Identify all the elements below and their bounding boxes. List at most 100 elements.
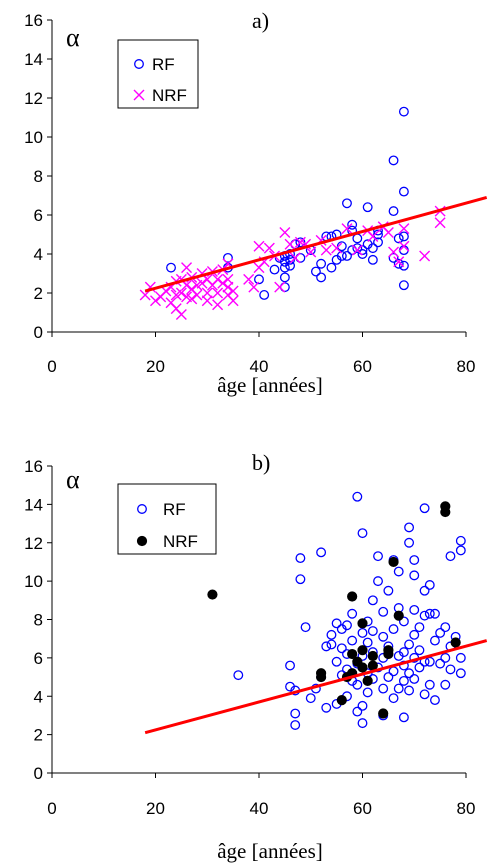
data-point-nrf (367, 230, 379, 242)
data-point-rf (357, 700, 368, 711)
data-point-rf (300, 622, 311, 633)
data-point-rf (435, 658, 446, 669)
data-point-rf (347, 635, 358, 646)
y-tick-label: 6 (34, 649, 43, 668)
data-point-nrf (201, 295, 213, 307)
data-point-rf (259, 290, 270, 300)
data-point-rf (352, 706, 363, 717)
data-point-nrf (207, 589, 218, 600)
data-point-rf (424, 679, 435, 690)
data-point-nrf (305, 246, 317, 258)
data-point-rf (383, 672, 394, 683)
y-tick-label: 14 (24, 50, 43, 69)
data-point-rf (388, 155, 399, 166)
data-point-rf (398, 231, 409, 242)
legend-box (117, 39, 199, 109)
legend-marker-nrf (136, 535, 148, 547)
data-point-rf (326, 639, 337, 650)
data-point-rf (310, 266, 321, 277)
y-axis-label: α (66, 23, 80, 52)
data-point-nrf (222, 281, 234, 293)
data-point-nrf (347, 648, 358, 660)
trend-line (144, 196, 488, 293)
data-point-rf (409, 629, 420, 640)
data-point-nrf (289, 252, 301, 264)
data-marks (139, 106, 488, 320)
data-point-rf (357, 627, 368, 638)
legend-box (117, 483, 217, 555)
legend-marker-nrf (133, 89, 145, 101)
x-tick-label: 20 (146, 799, 165, 818)
data-point-rf (404, 522, 415, 533)
x-tick-label: 20 (146, 357, 165, 376)
data-point-rf (373, 237, 383, 248)
data-point-rf (331, 618, 342, 629)
y-tick-label: 6 (34, 206, 43, 225)
y-tick-label: 12 (24, 534, 43, 553)
data-point-rf (398, 260, 409, 271)
data-marks (144, 491, 488, 735)
data-point-rf (424, 608, 435, 619)
data-point-rf (336, 250, 347, 261)
data-point-rf (409, 555, 420, 565)
data-point-rf (424, 656, 435, 667)
data-point-rf (409, 674, 420, 684)
data-point-rf (316, 272, 327, 283)
x-tick-label: 80 (457, 357, 476, 376)
data-point-rf (440, 622, 451, 633)
data-point-rf (419, 689, 430, 700)
data-point-nrf (382, 227, 394, 239)
data-point-rf (424, 580, 435, 590)
data-point-nrf (331, 242, 343, 254)
y-ticks: 0 2 4 6 8 10 12 14 16 (24, 457, 52, 783)
data-point-rf (419, 585, 430, 596)
data-point-rf (398, 280, 409, 291)
data-point-rf (398, 186, 409, 197)
data-point-rf (285, 254, 296, 265)
chart-panel-b: b) α 0 2 4 6 8 10 12 14 16 0 20 40 60 80 RF NRF âge … (24, 450, 488, 863)
data-point-nrf (341, 223, 353, 235)
y-tick-label: 4 (34, 687, 43, 706)
data-point-rf (279, 262, 290, 273)
data-point-nrf (393, 256, 405, 268)
data-point-nrf (279, 227, 291, 239)
data-point-nrf (388, 556, 399, 568)
data-point-rf (342, 250, 352, 261)
data-point-rf (430, 608, 440, 619)
legend-marker-rf (137, 504, 147, 514)
data-point-rf (352, 491, 363, 502)
x-tick-label: 80 (457, 799, 476, 818)
data-point-rf (455, 535, 466, 546)
data-point-rf (393, 258, 404, 269)
data-point-rf (367, 243, 378, 254)
data-point-nrf (243, 273, 255, 285)
data-point-nrf (175, 308, 187, 320)
data-point-nrf (393, 610, 404, 621)
data-point-rf (388, 666, 399, 677)
data-point-rf (404, 639, 415, 650)
y-tick-label: 0 (34, 764, 43, 783)
data-point-nrf (227, 285, 239, 297)
data-point-rf (321, 702, 332, 713)
trend-line (144, 639, 488, 735)
data-point-rf (398, 647, 409, 658)
data-point-rf (398, 106, 409, 117)
x-tick-label: 40 (250, 799, 269, 818)
data-point-rf (342, 198, 352, 209)
y-ticks: 0 2 4 6 8 10 12 14 16 (24, 11, 52, 342)
data-point-rf (419, 610, 430, 621)
data-point-nrf (212, 273, 224, 285)
data-point-rf (430, 695, 440, 706)
data-point-nrf (222, 273, 234, 285)
legend-marker-nrf (136, 535, 148, 547)
data-point-rf (233, 670, 244, 681)
y-tick-label: 14 (24, 495, 43, 514)
data-point-rf (367, 626, 378, 636)
data-point-rf (378, 606, 389, 617)
data-point-nrf (367, 650, 378, 662)
data-point-nrf (186, 293, 198, 305)
data-point-nrf (212, 299, 224, 311)
data-point-nrf (357, 618, 368, 629)
panel-label: b) (252, 450, 270, 475)
data-point-rf (362, 202, 373, 213)
